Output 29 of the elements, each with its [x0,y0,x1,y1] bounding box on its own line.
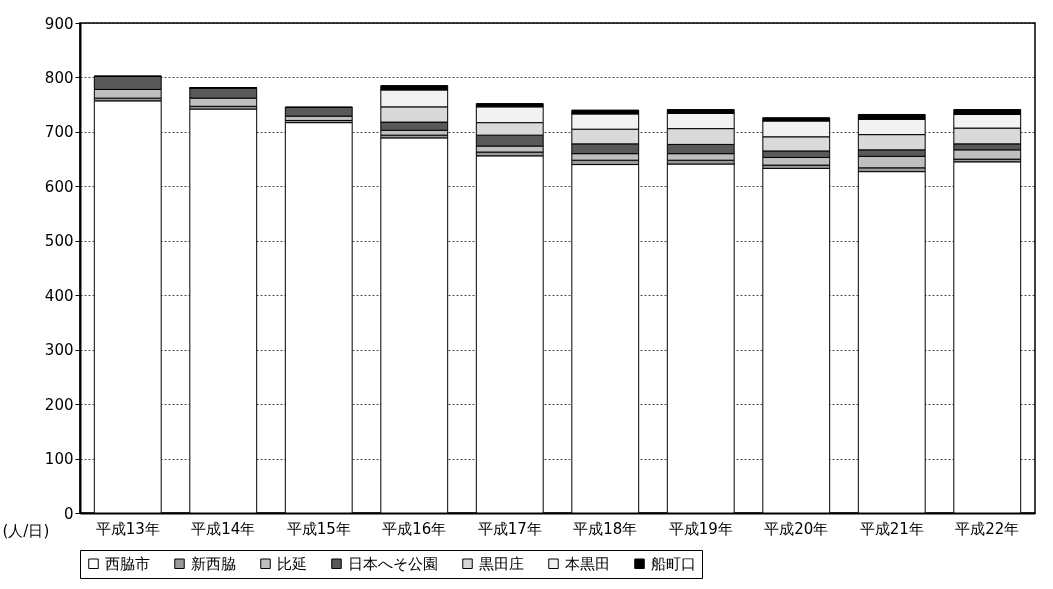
y-tick-label: 0 [63,504,74,523]
y-tick-label: 300 [44,341,74,360]
x-tick-label: 平成14年 [191,519,256,538]
x-tick-label: 平成21年 [859,519,924,538]
y-tick-label: 800 [44,68,74,87]
y-tick-label: 900 [44,14,74,33]
y-tick-label: 100 [44,450,74,469]
y-tick-label: 400 [44,286,74,305]
y-tick-label: 600 [44,177,74,196]
x-tick-label: 平成18年 [573,519,638,538]
x-tick-label: 平成22年 [955,519,1020,538]
x-tick-label: 平成13年 [95,519,160,538]
y-tick-label: 500 [44,232,74,251]
x-tick-label: 平成16年 [382,519,447,538]
y-axis-title: (人/日) [2,521,50,540]
bar [762,156,831,166]
x-tick-label: 平成19年 [668,519,733,538]
x-tick-label: 平成15年 [286,519,351,538]
legend-label: 比延 [277,554,307,573]
legend-label: 船町口 [651,554,696,573]
legend-label: 黒田庄 [479,554,524,573]
x-tick-label: 平成20年 [764,519,829,538]
legend-label: 新西脇 [191,554,236,573]
x-tick-label: 平成17年 [477,519,542,538]
legend-label: 本黒田 [565,554,610,573]
y-tick-label: 200 [44,395,74,414]
y-tick-label: 700 [44,123,74,142]
legend-label: 西脇市 [105,554,150,573]
legend-label: 日本へそ公園 [348,554,438,573]
